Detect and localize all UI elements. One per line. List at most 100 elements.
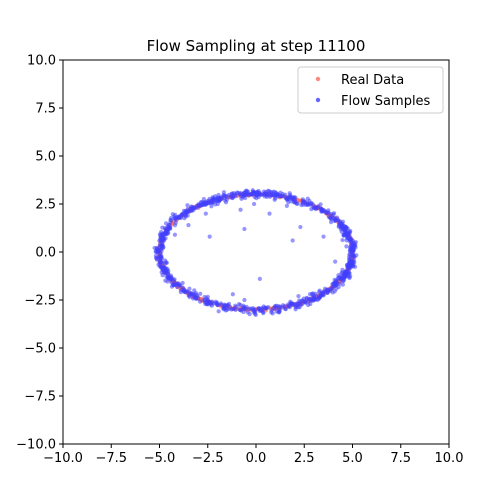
flow-sample-point: [346, 229, 352, 235]
x-tick-label: −7.5: [95, 451, 127, 466]
flow-sample-point: [340, 275, 345, 280]
y-tick-label: 10.0: [27, 54, 56, 69]
flow-sample-point: [347, 259, 352, 264]
flow-sample-point: [194, 293, 199, 298]
flow-sample-point: [166, 271, 171, 276]
y-tick-label: 2.5: [35, 198, 56, 213]
flow-sample-point: [340, 237, 345, 243]
flow-sample-point: [161, 266, 166, 272]
flow-sample-point: [312, 296, 317, 302]
flow-sample-point: [187, 294, 192, 300]
flow-sample-point: [342, 227, 347, 232]
flow-sample-point: [331, 212, 336, 217]
flow-sample-point: [183, 214, 188, 219]
flow-sample-point: [163, 261, 168, 266]
flow-sample-point: [204, 199, 209, 204]
flow-sample-point: [241, 309, 246, 315]
flow-sample-point: [259, 308, 265, 314]
flow-sample-point: [180, 280, 185, 286]
legend-real-label: Real Data: [341, 73, 404, 88]
flow-sample-point: [222, 304, 227, 309]
flow-sample-point: [254, 196, 259, 201]
flow-sample-point: [333, 259, 338, 264]
flow-sample-point: [257, 191, 262, 197]
flow-sample-point: [351, 253, 356, 258]
flow-sample-point: [334, 215, 340, 220]
y-tick-label: −5.0: [24, 342, 56, 357]
flow-sample-point: [230, 195, 235, 201]
flow-sample-point: [348, 237, 353, 242]
flow-sample-point: [218, 301, 224, 306]
flow-sample-point: [173, 220, 178, 225]
x-axis: −10.0 −7.5 −5.0 −2.5 0.0 2.5 5.0 7.5 10.0: [43, 444, 463, 466]
flow-sample-point: [159, 246, 165, 251]
flow-sample-point: [179, 287, 184, 293]
flow-sample-point: [267, 211, 272, 216]
flow-sample-point: [242, 297, 247, 303]
flow-sample-point: [296, 294, 301, 299]
flow-sample-point: [245, 189, 251, 194]
flow-sample-point: [317, 288, 322, 293]
flow-sample-point: [309, 201, 314, 206]
flow-sample-point: [172, 232, 178, 237]
flow-sample-point: [230, 292, 235, 297]
flow-sample-point: [303, 299, 308, 304]
flow-sample-point: [239, 196, 244, 201]
flow-sample-point: [286, 303, 292, 308]
flow-sample-point: [179, 213, 185, 218]
flow-sample-point: [167, 274, 172, 280]
flow-sample-point: [192, 288, 197, 293]
flow-sample-point: [242, 226, 247, 232]
flow-sample-point: [306, 202, 311, 207]
flow-sample-point: [261, 192, 266, 197]
x-tick-label: −10.0: [43, 451, 83, 466]
flow-sample-point: [211, 301, 216, 306]
flow-sample-point: [223, 200, 229, 205]
y-axis: −10.0 −7.5 −5.0 −2.5 0.0 2.5 5.0 7.5 10.0: [16, 54, 63, 453]
flow-sample-point: [226, 192, 231, 197]
flow-sample-point: [169, 280, 174, 285]
flow-sample-point: [160, 240, 165, 245]
flow-sample-point: [160, 273, 165, 278]
flow-sample-point: [332, 289, 337, 294]
flow-sample-point: [237, 307, 242, 312]
flow-sample-point: [270, 191, 276, 196]
flow-sample-point: [287, 191, 292, 196]
flow-sample-point: [186, 223, 191, 228]
flow-sample-point: [216, 309, 221, 314]
flow-sample-point: [238, 207, 243, 212]
flow-sample-point: [238, 302, 243, 308]
flow-sample-point: [328, 287, 334, 292]
flow-sample-point: [284, 203, 289, 209]
flow-sample-point: [198, 291, 203, 296]
flow-sample-point: [209, 204, 214, 209]
flow-sample-point: [157, 242, 163, 247]
flow-sample-point: [159, 256, 164, 261]
flow-sample-point: [279, 305, 285, 310]
flow-sample-point: [325, 290, 330, 295]
flow-sample-point: [340, 282, 345, 287]
flow-sample-point: [182, 287, 187, 292]
flow-sample-point: [353, 240, 358, 245]
flow-sample-point: [298, 224, 303, 230]
flow-sample-point: [276, 304, 281, 309]
flow-sample-point: [251, 201, 257, 207]
flow-sample-point: [172, 214, 177, 219]
y-tick-label: −7.5: [24, 390, 56, 405]
flow-sample-point: [165, 279, 170, 284]
flow-sample-point: [189, 208, 194, 213]
flow-sample-point: [257, 276, 262, 281]
y-tick-label: 5.0: [35, 150, 56, 165]
flow-sample-point: [156, 262, 161, 267]
chart-title: Flow Sampling at step 11100: [147, 37, 366, 55]
flow-sample-point: [352, 260, 357, 265]
flow-sample-point: [321, 234, 326, 239]
y-tick-label: 0.0: [35, 246, 56, 261]
flow-sample-point: [322, 286, 328, 291]
flow-sample-point: [291, 197, 296, 202]
flow-sample-point: [226, 306, 231, 312]
flow-sample-point: [276, 192, 282, 198]
y-tick-label: −10.0: [16, 438, 56, 453]
flow-sample-point: [329, 217, 334, 222]
flow-sample-point: [209, 198, 214, 203]
